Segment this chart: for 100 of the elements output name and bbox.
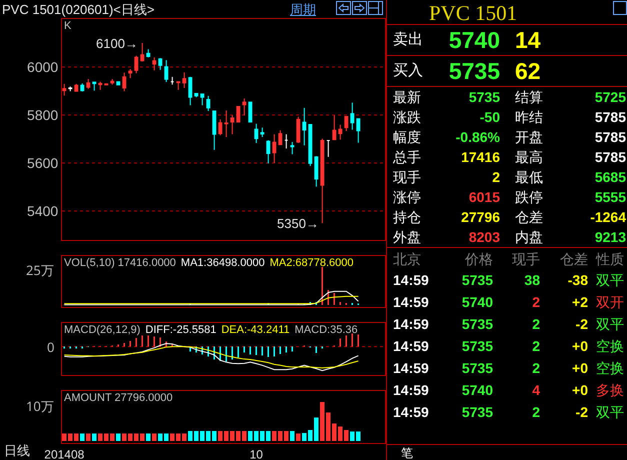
text: 仓差 xyxy=(560,251,588,269)
annotation: VOL(5,10) 17416.0000 xyxy=(64,257,176,269)
text: 14:59 xyxy=(393,404,429,420)
text: 5685 xyxy=(594,169,626,185)
text: 17416 xyxy=(461,149,500,165)
text: 4 xyxy=(532,382,540,398)
text: 5785 xyxy=(594,149,626,165)
text: 5735 xyxy=(462,272,493,288)
text: 5555 xyxy=(594,189,626,205)
annotation: DIFF:-25.5581 xyxy=(145,324,216,336)
x-tick-label: 10 xyxy=(250,447,264,460)
annotation: 5350→ xyxy=(277,216,319,231)
annotation: DEA:-43.2411 xyxy=(221,324,290,336)
text: 8203 xyxy=(468,229,500,245)
y-tick-label: 5600 xyxy=(27,155,58,172)
y-tick-label: 5400 xyxy=(27,203,58,220)
text: 笔 xyxy=(401,445,413,460)
annotation: MACD(26,12,9) xyxy=(64,324,140,336)
y-tick-label: 5800 xyxy=(27,106,58,123)
text: 14:59 xyxy=(393,360,429,376)
text: 外盘 xyxy=(393,229,421,247)
text: 持仓 xyxy=(393,209,421,227)
text: +0 xyxy=(572,338,588,354)
text: 现手 xyxy=(393,169,421,187)
text: -38 xyxy=(568,272,588,288)
text: 卖出 xyxy=(393,30,423,49)
chart-title: PVC 1501(020601)<日线> xyxy=(2,1,154,19)
text: 昨结 xyxy=(515,109,543,127)
text: +2 xyxy=(572,294,588,310)
text: 价格 xyxy=(465,251,493,269)
text: 5740 xyxy=(448,27,500,54)
ref-line-label: 0 xyxy=(47,338,54,356)
text: 10万 xyxy=(26,397,54,415)
text: 5740 xyxy=(462,382,493,398)
text: 5735 xyxy=(468,89,500,105)
text: 空换 xyxy=(596,338,624,356)
text: 5785 xyxy=(594,109,626,125)
text: 5735 xyxy=(462,338,493,354)
text: 内盘 xyxy=(515,229,543,247)
text: 结算 xyxy=(515,89,543,107)
text: 现手 xyxy=(512,251,540,269)
text: 开盘 xyxy=(515,129,543,147)
annotation: 6100→ xyxy=(96,36,138,51)
text: 2 xyxy=(532,316,540,332)
text: 最高 xyxy=(515,149,543,167)
text: 2 xyxy=(532,360,540,376)
text: -50 xyxy=(480,109,500,125)
text: +0 xyxy=(572,360,588,376)
text: 北京 xyxy=(393,251,421,269)
text: 幅度 xyxy=(393,129,421,147)
text: 38 xyxy=(524,272,540,288)
text: 9213 xyxy=(594,229,626,245)
annotation: MA2:68778.6000 xyxy=(270,257,354,269)
text: 62 xyxy=(515,58,541,85)
text: 跌停 xyxy=(515,189,543,207)
text: 涨停 xyxy=(393,189,421,207)
text: 14:59 xyxy=(393,272,429,288)
text: 14:59 xyxy=(393,294,429,310)
text: 5725 xyxy=(594,89,626,105)
text: 多换 xyxy=(596,382,624,400)
text: 性质 xyxy=(596,251,624,269)
text: 5740 xyxy=(462,294,493,310)
text: 6015 xyxy=(468,189,500,205)
text: 14 xyxy=(515,27,541,54)
annotation: MACD:35.36 xyxy=(294,324,358,336)
text: -1264 xyxy=(590,209,626,225)
text: 仓差 xyxy=(515,209,543,227)
text: 2 xyxy=(532,294,540,310)
text: -2 xyxy=(576,404,588,420)
text: 双开 xyxy=(596,294,624,312)
annotation: MA1:36498.0000 xyxy=(180,257,265,269)
x-axis-title: 日线 xyxy=(4,442,30,460)
text: 双平 xyxy=(596,272,624,290)
text: 25万 xyxy=(26,261,54,279)
text: 5735 xyxy=(462,316,493,332)
text: 最新 xyxy=(393,89,421,107)
y-tick-label: 6000 xyxy=(27,58,58,75)
text: 空换 xyxy=(596,360,624,378)
text: 5735 xyxy=(462,404,493,420)
text: -0.86% xyxy=(456,129,500,145)
text: 5785 xyxy=(594,129,626,145)
text: 27796 xyxy=(461,209,500,225)
text: 14:59 xyxy=(393,382,429,398)
text: -2 xyxy=(576,316,588,332)
text: 5735 xyxy=(462,360,493,376)
text: 14:59 xyxy=(393,316,429,332)
text: 5735 xyxy=(448,58,500,85)
text: 最低 xyxy=(515,169,543,187)
text: 14:59 xyxy=(393,338,429,354)
text: 涨跌 xyxy=(393,109,421,127)
text: 双平 xyxy=(596,316,624,334)
text: 2 xyxy=(492,169,500,185)
text: PVC 1501 xyxy=(429,1,518,26)
x-tick-label: 201408 xyxy=(44,447,85,460)
text: 买入 xyxy=(393,61,423,80)
text: 双平 xyxy=(596,404,624,422)
text: +0 xyxy=(572,382,588,398)
text: 2 xyxy=(532,338,540,354)
text: 总手 xyxy=(393,149,421,167)
chart-subtitle: 周期 xyxy=(290,1,316,19)
